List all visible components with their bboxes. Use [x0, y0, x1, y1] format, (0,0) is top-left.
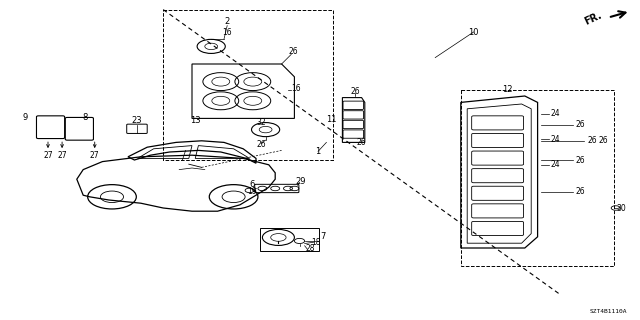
- Text: 26: 26: [288, 47, 298, 56]
- Text: 2: 2: [225, 17, 230, 26]
- Text: SZT4B1110A: SZT4B1110A: [589, 308, 627, 314]
- Text: 11: 11: [326, 115, 336, 124]
- Text: 19: 19: [247, 188, 257, 196]
- Text: 24: 24: [550, 135, 561, 144]
- Text: 27: 27: [43, 151, 53, 160]
- Text: 12: 12: [502, 85, 513, 94]
- Text: 13: 13: [190, 116, 200, 124]
- Text: 1: 1: [316, 147, 321, 156]
- Text: 18: 18: [312, 238, 321, 247]
- Text: FR.: FR.: [582, 10, 603, 27]
- Text: 28: 28: [306, 244, 315, 253]
- Text: 16: 16: [222, 28, 232, 36]
- Text: 26: 26: [356, 138, 367, 147]
- Text: 8: 8: [83, 113, 88, 122]
- Text: 26: 26: [575, 188, 586, 196]
- Text: 16: 16: [291, 84, 301, 93]
- Text: 26: 26: [587, 136, 597, 145]
- Text: 23: 23: [132, 116, 142, 125]
- Text: 29: 29: [296, 177, 306, 186]
- Text: 30: 30: [616, 204, 626, 212]
- Text: 27: 27: [57, 151, 67, 160]
- Text: 26: 26: [575, 120, 586, 129]
- Text: 27: 27: [90, 151, 100, 160]
- Text: 26: 26: [598, 136, 609, 145]
- Text: 9: 9: [23, 113, 28, 122]
- Text: 26: 26: [575, 156, 586, 164]
- Text: 24: 24: [550, 160, 561, 169]
- Text: 24: 24: [550, 109, 561, 118]
- Text: 10: 10: [468, 28, 479, 36]
- Text: 26: 26: [256, 140, 266, 149]
- Text: 26: 26: [350, 87, 360, 96]
- Text: 6: 6: [250, 180, 255, 189]
- Text: 32: 32: [256, 118, 266, 127]
- Text: 7: 7: [321, 232, 326, 241]
